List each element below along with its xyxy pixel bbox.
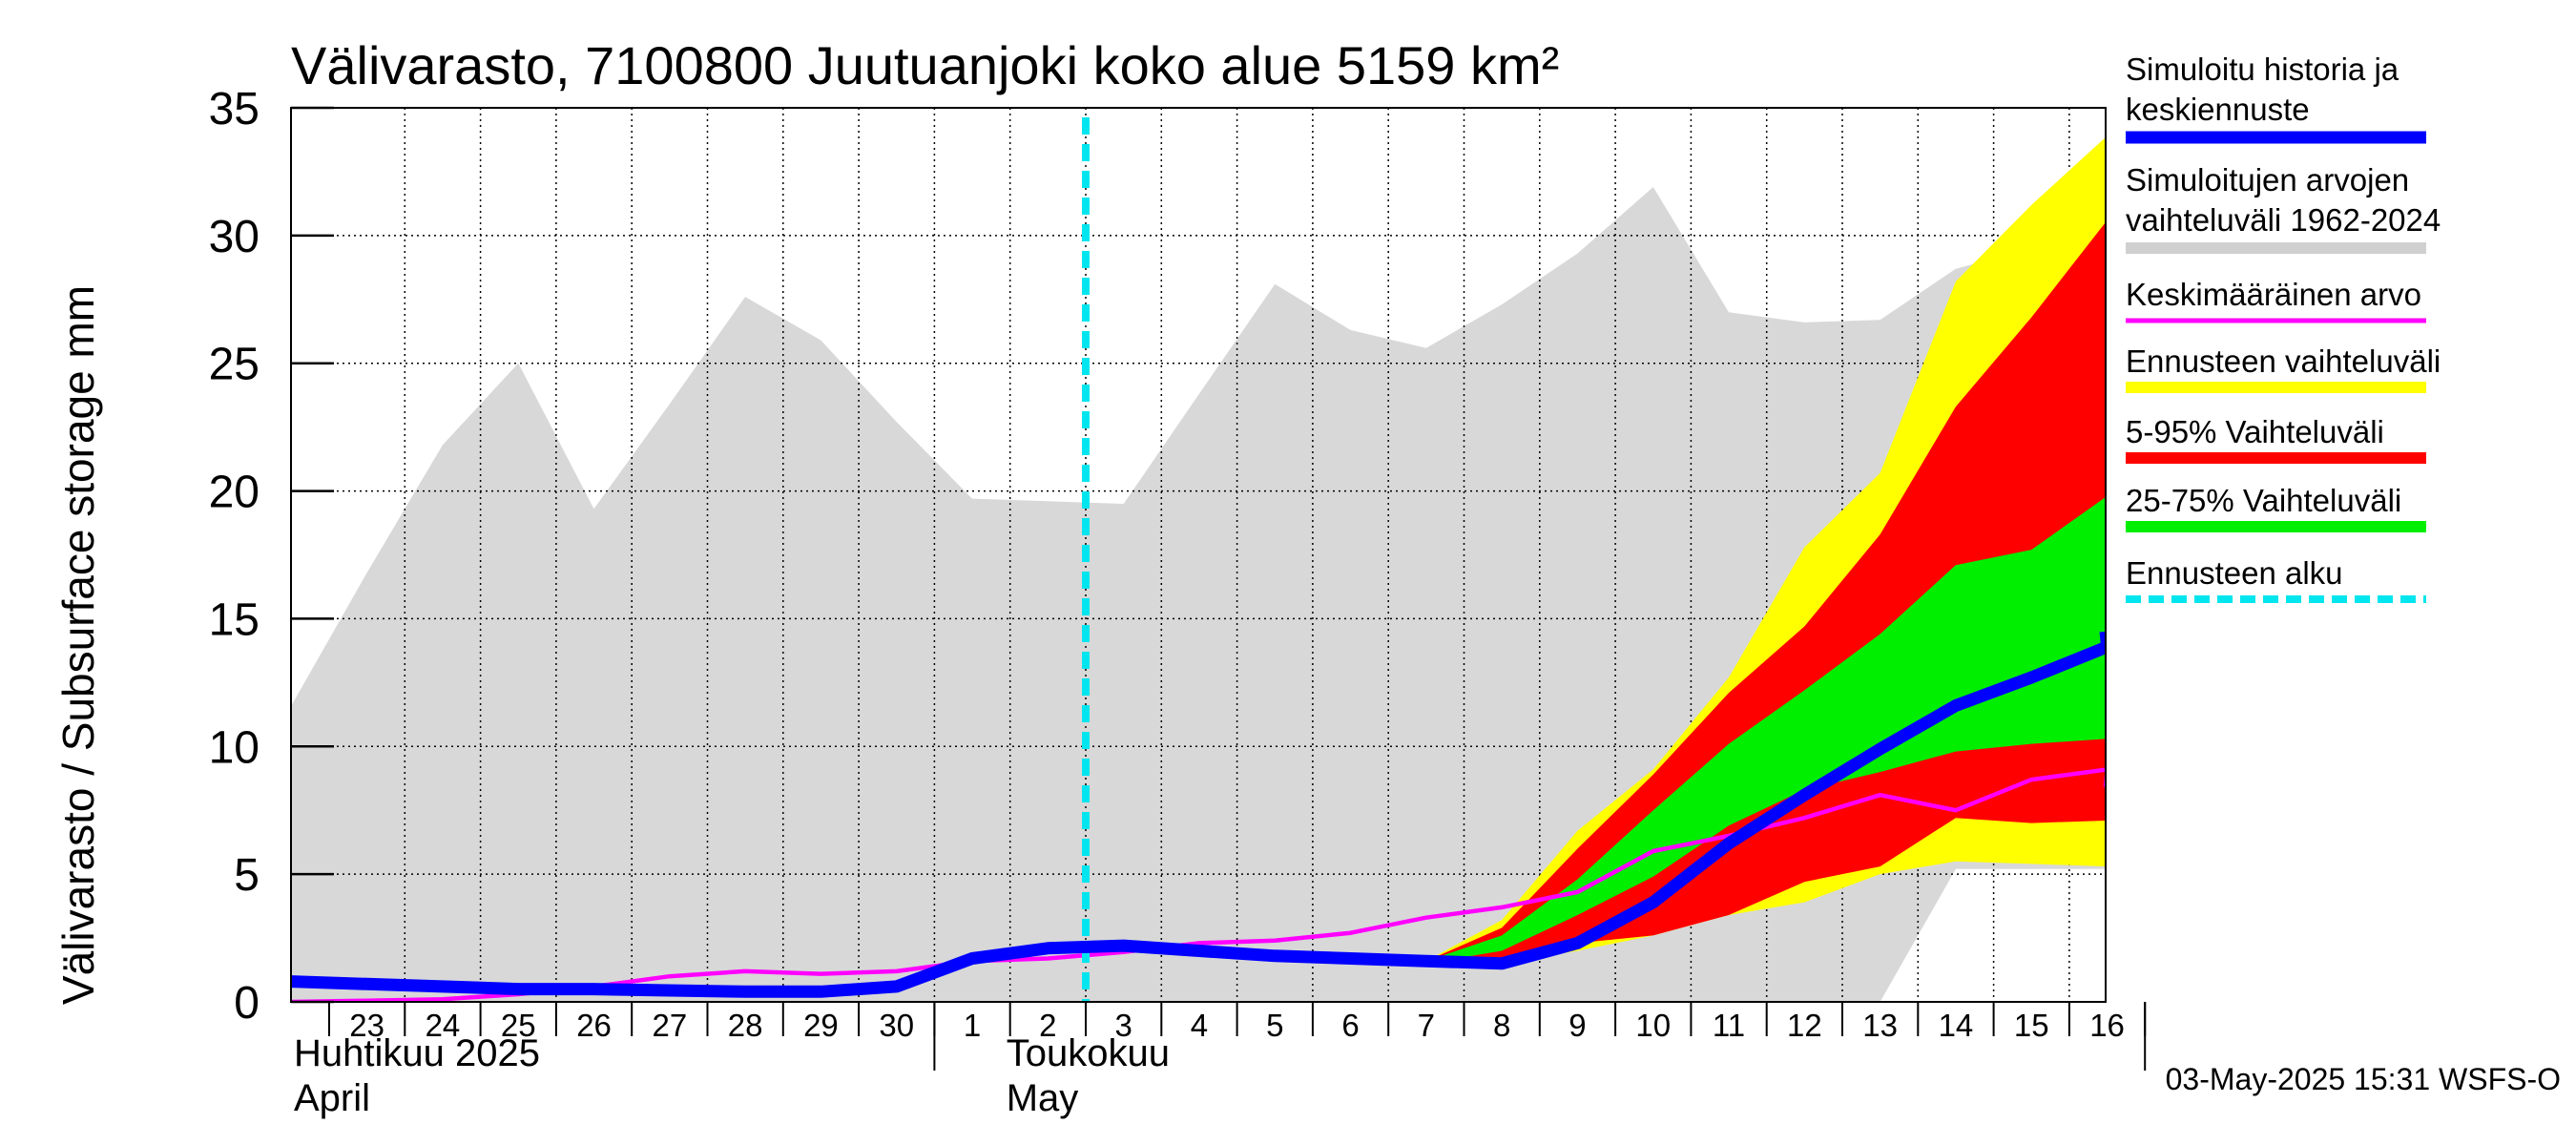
month-label-en: April xyxy=(294,1077,370,1119)
plot-series xyxy=(291,108,2106,1002)
x-tick-label: 15 xyxy=(2014,1008,2049,1043)
plot-area xyxy=(291,108,2106,1002)
x-tick-label: 1 xyxy=(964,1008,981,1043)
y-tick-label: 35 xyxy=(209,84,260,135)
plot-frame xyxy=(290,107,2107,1003)
x-tick-label: 5 xyxy=(1266,1008,1283,1043)
x-tick-label: 14 xyxy=(1939,1008,1974,1043)
footer-timestamp: 03-May-2025 15:31 WSFS-O xyxy=(2166,1062,2561,1096)
x-tick-label: 9 xyxy=(1568,1008,1586,1043)
x-tick-label: 24 xyxy=(426,1008,461,1043)
x-tick-label: 16 xyxy=(2089,1008,2125,1043)
x-tick-label: 25 xyxy=(501,1008,536,1043)
x-tick-label: 7 xyxy=(1418,1008,1435,1043)
legend-label: keskiennuste xyxy=(2126,92,2310,127)
x-tick-label: 4 xyxy=(1191,1008,1208,1043)
y-tick-label: 5 xyxy=(234,850,260,901)
legend-label: vaihteluväli 1962-2024 xyxy=(2126,202,2441,238)
x-tick-label: 28 xyxy=(728,1008,763,1043)
y-tick-label: 15 xyxy=(209,594,260,645)
x-tick-label: 26 xyxy=(576,1008,612,1043)
y-tick-label: 25 xyxy=(209,340,260,390)
x-tick-label: 13 xyxy=(1862,1008,1898,1043)
x-tick-label: 8 xyxy=(1493,1008,1510,1043)
month-label: Toukokuu xyxy=(1007,1032,1170,1074)
x-tick-label: 30 xyxy=(879,1008,914,1043)
y-axis-label: Välivarasto / Subsurface storage mm xyxy=(53,285,103,1005)
x-tick-label: 3 xyxy=(1114,1008,1132,1043)
legend-label: Ennusteen alku xyxy=(2126,555,2343,591)
month-label-en: May xyxy=(1007,1077,1079,1119)
x-tick-label: 2 xyxy=(1039,1008,1056,1043)
legend-label: Keskimääräinen arvo xyxy=(2126,277,2421,312)
median-forecast-line xyxy=(291,631,2106,998)
x-tick-label: 27 xyxy=(652,1008,687,1043)
chart-title: Välivarasto, 7100800 Juutuanjoki koko al… xyxy=(291,35,1559,95)
x-tick-label: 11 xyxy=(1713,1008,1745,1043)
legend-label: 5-95% Vaihteluväli xyxy=(2126,414,2384,449)
x-tick-label: 23 xyxy=(349,1008,384,1043)
x-tick-label: 6 xyxy=(1341,1008,1359,1043)
month-label: Huhtikuu 2025 xyxy=(294,1032,540,1074)
p25-75-band xyxy=(1425,497,2106,964)
legend-label: Ennusteen vaihteluväli xyxy=(2126,344,2441,379)
x-tick-label: 10 xyxy=(1635,1008,1671,1043)
x-tick-label: 12 xyxy=(1787,1008,1822,1043)
legend-label: Simuloitujen arvojen xyxy=(2126,162,2409,198)
p5-95-band xyxy=(1425,221,2106,964)
y-tick-label: 30 xyxy=(209,212,260,262)
y-tick-label: 20 xyxy=(209,468,260,518)
y-tick-label: 0 xyxy=(234,978,260,1029)
legend: Simuloitu historia ja keskiennuste Simuloi… xyxy=(2126,52,2441,603)
y-tick-label: 10 xyxy=(209,722,260,773)
legend-label: Simuloitu historia ja xyxy=(2126,52,2399,87)
x-tick-label: 29 xyxy=(803,1008,839,1043)
legend-label: 25-75% Vaihteluväli xyxy=(2126,483,2401,518)
